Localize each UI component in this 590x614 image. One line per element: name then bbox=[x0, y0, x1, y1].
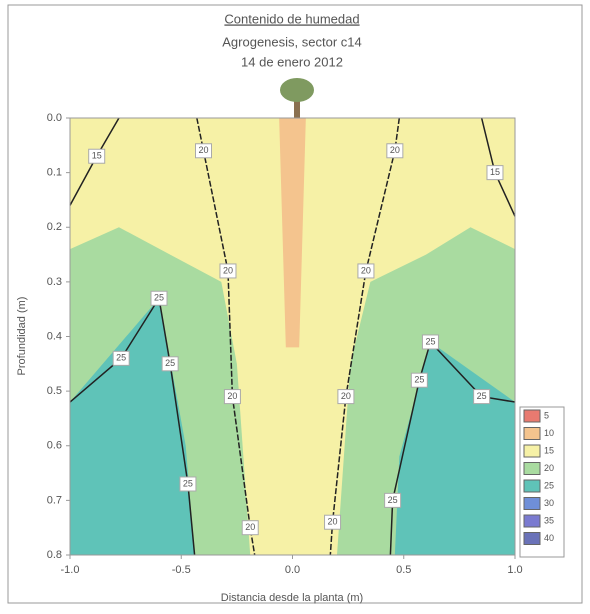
y-tick-label: 0.4 bbox=[47, 330, 62, 342]
contour-label: 20 bbox=[328, 517, 338, 527]
contour-label-box bbox=[161, 356, 179, 372]
contour-label-box bbox=[88, 148, 106, 164]
x-axis-label: Distancia desde la planta (m) bbox=[221, 592, 363, 604]
contour-label: 20 bbox=[245, 522, 255, 532]
contour-label: 20 bbox=[198, 145, 208, 155]
contour-label: 15 bbox=[92, 151, 102, 161]
y-tick-label: 0.2 bbox=[47, 221, 62, 233]
y-tick-label: 0.3 bbox=[47, 276, 62, 288]
legend-label: 25 bbox=[544, 480, 554, 490]
contour-label: 20 bbox=[390, 145, 400, 155]
contour-label-box bbox=[337, 389, 355, 405]
legend-label: 30 bbox=[544, 498, 554, 508]
contour-fill bbox=[279, 118, 306, 348]
contour-label: 25 bbox=[116, 353, 126, 363]
y-axis-label: Profundidad (m) bbox=[16, 297, 28, 376]
legend-swatch bbox=[523, 532, 541, 545]
contour-label: 15 bbox=[490, 167, 500, 177]
contour-label: 25 bbox=[388, 495, 398, 505]
legend-swatch bbox=[523, 497, 541, 510]
contour-label-box bbox=[195, 143, 212, 159]
contour-label-box bbox=[486, 165, 504, 181]
legend-swatch bbox=[523, 514, 541, 528]
chart-subtitle: Agrogenesis, sector c14 bbox=[222, 34, 361, 49]
contour-label: 25 bbox=[165, 358, 175, 368]
y-tick-label: 0.7 bbox=[47, 494, 62, 506]
x-tick-label: -0.5 bbox=[172, 564, 191, 576]
contour-label: 25 bbox=[154, 293, 164, 303]
contour-label-box bbox=[241, 520, 259, 536]
legend-swatch bbox=[523, 462, 541, 475]
contour-label-box bbox=[179, 476, 197, 492]
contour-line bbox=[69, 296, 196, 556]
legend-label: 15 bbox=[544, 445, 554, 455]
y-tick-label: 0.0 bbox=[47, 112, 62, 124]
contour-label-box bbox=[223, 389, 241, 405]
legend-label: 40 bbox=[544, 533, 554, 543]
chart-date: 14 de enero 2012 bbox=[241, 54, 343, 69]
contour-label-box bbox=[384, 492, 402, 508]
legend-label: 10 bbox=[544, 428, 554, 438]
y-tick-label: 0.5 bbox=[47, 385, 62, 397]
legend-label: 35 bbox=[544, 515, 554, 525]
x-tick-label: 1.0 bbox=[507, 564, 522, 576]
contour-label: 20 bbox=[361, 265, 371, 275]
legend-swatch bbox=[523, 479, 541, 493]
contour-label: 25 bbox=[414, 375, 424, 385]
contour-label-box bbox=[386, 143, 404, 159]
y-tick-label: 0.6 bbox=[47, 440, 62, 452]
contour-label-box bbox=[421, 334, 439, 350]
contour-label: 20 bbox=[227, 391, 237, 401]
contour-label: 25 bbox=[477, 391, 487, 401]
y-tick-label: 0.8 bbox=[47, 549, 62, 561]
x-tick-label: 0.0 bbox=[285, 564, 300, 576]
contour-label-box bbox=[473, 389, 491, 405]
legend-swatch bbox=[523, 409, 541, 423]
chart-title: Contenido de humedad bbox=[224, 11, 359, 26]
contour-label: 25 bbox=[183, 478, 193, 488]
contour-label-box bbox=[324, 514, 342, 530]
legend-label: 5 bbox=[544, 410, 549, 420]
contour-label-box bbox=[357, 263, 375, 279]
legend-label: 20 bbox=[544, 463, 554, 473]
legend-swatch bbox=[523, 427, 541, 440]
contour-label: 20 bbox=[341, 391, 351, 401]
x-tick-label: -1.0 bbox=[61, 564, 80, 576]
tree-icon bbox=[280, 78, 314, 118]
contour-label: 20 bbox=[223, 265, 233, 275]
contour-label-box bbox=[410, 372, 428, 388]
legend-swatch bbox=[523, 444, 541, 458]
y-tick-label: 0.1 bbox=[47, 167, 62, 179]
x-tick-label: 0.5 bbox=[396, 564, 411, 576]
contour-label: 25 bbox=[425, 336, 435, 346]
contour-label-box bbox=[219, 263, 237, 279]
contour-label-box bbox=[150, 290, 168, 306]
contour-label-box bbox=[112, 350, 130, 366]
